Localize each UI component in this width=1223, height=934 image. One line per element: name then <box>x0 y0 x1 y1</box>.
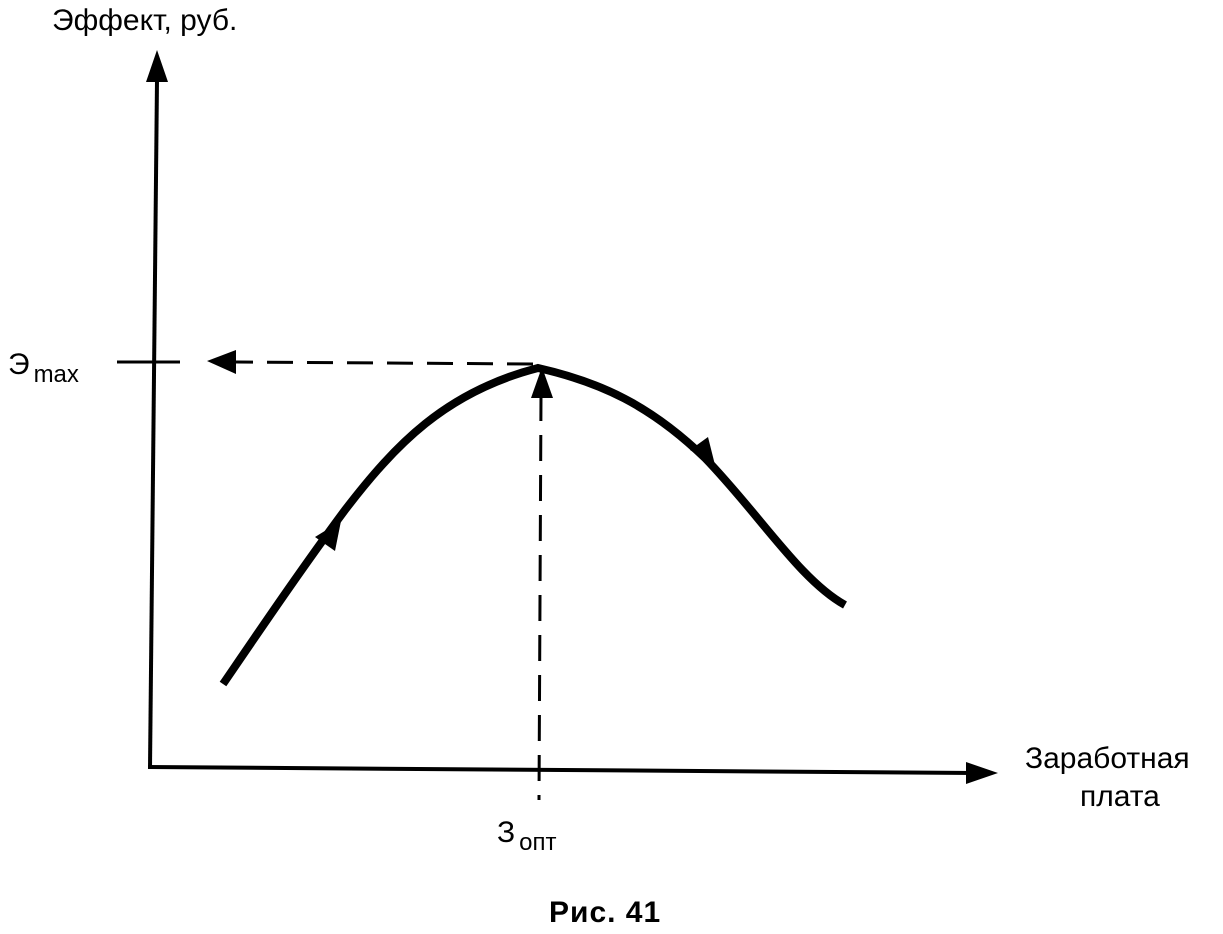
x-axis-arrowhead <box>966 762 998 784</box>
curve-arrow-rising <box>315 521 341 551</box>
max-effect-dashed-line <box>235 360 534 366</box>
optimal-wage-subscript: опт <box>519 829 557 856</box>
y-axis-arrowhead <box>146 50 168 82</box>
x-axis-label-line1: Заработная <box>1025 742 1190 775</box>
max-effect-subscript: max <box>33 361 79 388</box>
max-effect-symbol: Э <box>8 348 30 381</box>
optimal-wage-symbol: З <box>497 816 516 849</box>
curve-arrow-falling <box>690 437 715 465</box>
x-axis-label-line2: плата <box>1080 780 1160 813</box>
x-axis-line <box>147 765 976 775</box>
figure-caption: Рис. 41 <box>549 896 662 929</box>
optimal-wage-arrowhead <box>531 367 553 398</box>
y-axis-label: Эффект, руб. <box>52 4 238 37</box>
effect-curve <box>219 363 847 687</box>
y-axis-line <box>148 79 159 769</box>
max-effect-arrowhead <box>207 350 236 374</box>
optimal-wage-dashed-line <box>537 394 543 801</box>
